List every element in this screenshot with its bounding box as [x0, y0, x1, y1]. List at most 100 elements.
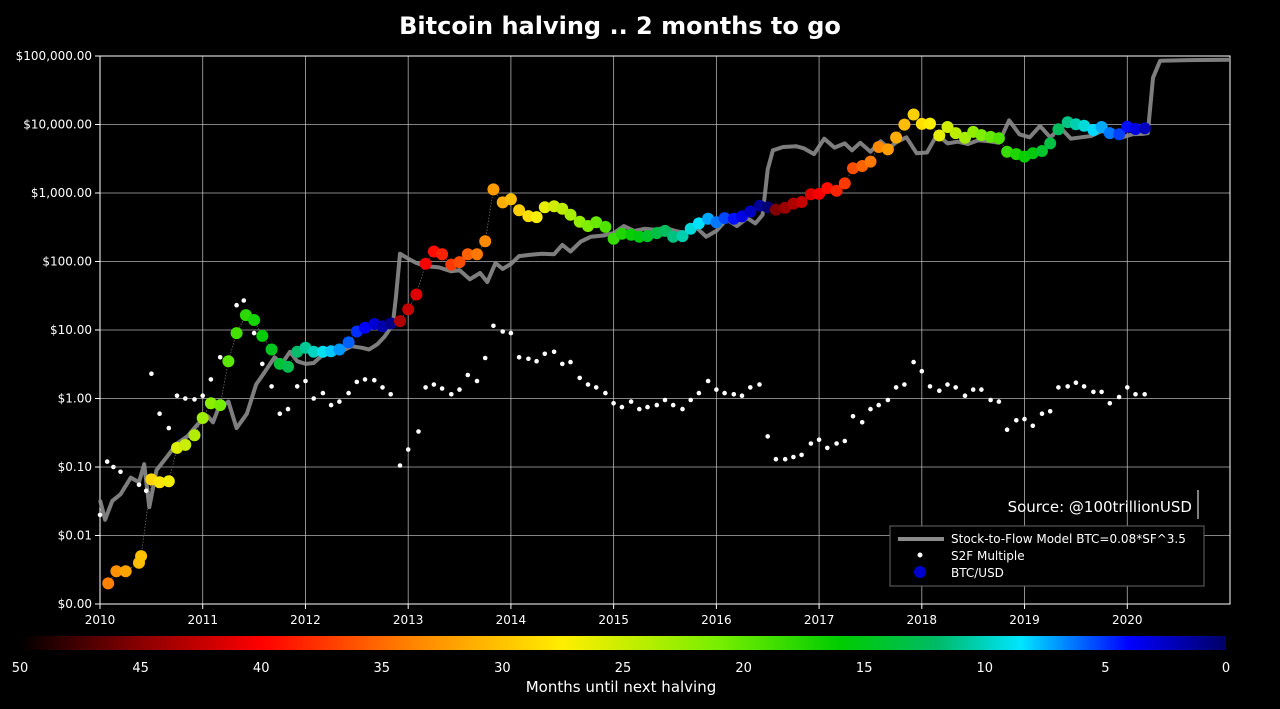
point-btc-usd — [359, 321, 371, 334]
y-tick-label: $10.00 — [50, 323, 92, 337]
point-s2f-multiple — [927, 384, 933, 389]
point-s2f-multiple — [937, 388, 942, 394]
x-tick-label: 2015 — [598, 613, 629, 627]
point-s2f-multiple — [372, 377, 377, 383]
point-s2f-multiple — [593, 385, 599, 390]
point-btc-usd — [847, 162, 859, 175]
point-s2f-multiple — [1073, 380, 1079, 386]
point-btc-usd — [564, 208, 577, 221]
x-tick-label: 2016 — [701, 613, 732, 627]
point-btc-usd — [992, 132, 1005, 145]
point-btc-usd — [538, 201, 551, 214]
y-tick-label: $100,000.00 — [16, 49, 92, 63]
point-btc-usd — [795, 196, 808, 208]
point-btc-usd — [204, 397, 217, 410]
point-btc-usd — [461, 248, 474, 261]
point-s2f-multiple — [825, 445, 830, 451]
point-s2f-multiple — [893, 385, 899, 390]
point-btc-usd — [394, 315, 406, 328]
point-s2f-multiple — [670, 402, 676, 408]
point-s2f-multiple — [200, 393, 205, 399]
point-btc-usd — [214, 399, 227, 412]
point-s2f-multiple — [423, 385, 428, 390]
series — [97, 57, 1231, 590]
point-btc-usd — [1001, 145, 1014, 158]
point-s2f-multiple — [320, 390, 326, 396]
point-btc-usd — [119, 565, 132, 578]
colorbar-tick-label: 5 — [1101, 661, 1109, 676]
point-btc-usd — [384, 317, 397, 330]
point-s2f-multiple — [1039, 411, 1045, 417]
legend-label-btc-usd: BTC/USD — [951, 566, 1004, 580]
point-s2f-multiple — [388, 392, 394, 397]
point-s2f-multiple — [859, 420, 865, 425]
point-btc-usd — [941, 121, 954, 133]
point-s2f-multiple — [277, 411, 283, 417]
x-tick-label: 2018 — [907, 613, 938, 627]
x-axis: 2010 2011 2012 2013 2014 2015 2016 2017 2018 2019… — [85, 604, 1143, 627]
point-btc-usd — [153, 476, 166, 489]
point-s2f-multiple — [1091, 389, 1096, 395]
colorbar-ticks: 50 45 40 35 30 25 20 15 10 5 0 — [12, 661, 1230, 676]
point-s2f-multiple — [1125, 385, 1130, 390]
point-s2f-multiple — [328, 402, 334, 408]
point-btc-usd — [513, 204, 526, 217]
point-s2f-multiple — [136, 482, 142, 488]
point-s2f-multiple — [1030, 423, 1036, 429]
point-s2f-multiple — [439, 386, 445, 391]
point-s2f-multiple — [885, 397, 891, 403]
point-s2f-multiple — [757, 382, 762, 387]
point-s2f-multiple — [166, 425, 172, 431]
point-s2f-multiple — [362, 377, 368, 382]
point-s2f-multiple — [397, 463, 403, 468]
point-btc-usd — [135, 550, 148, 563]
point-btc-usd — [265, 343, 278, 356]
point-btc-usd — [907, 108, 920, 121]
point-s2f-multiple — [688, 397, 693, 403]
legend-label-s2f-multiple: S2F Multiple — [951, 549, 1025, 563]
colorbar-tick-label: 10 — [977, 661, 994, 676]
series-line-btc-usd — [107, 113, 1145, 584]
colorbar-label: Months until next halving — [526, 678, 717, 696]
point-s2f-multiple — [979, 387, 984, 392]
y-tick-label: $1.00 — [58, 392, 92, 406]
point-btc-usd — [179, 438, 192, 451]
y-axis: $0.00 $0.01 $0.10 $1.00 $10.00 $100.00 $1,000.… — [16, 49, 100, 611]
point-btc-usd — [590, 216, 603, 229]
point-s2f-multiple — [251, 330, 257, 336]
point-s2f-multiple — [269, 384, 274, 389]
point-s2f-multiple — [996, 399, 1002, 404]
point-s2f-multiple — [731, 392, 737, 397]
y-tick-label: $0.00 — [58, 597, 92, 611]
point-btc-usd — [718, 212, 731, 225]
point-s2f-multiple — [526, 356, 531, 362]
point-s2f-multiple — [1099, 389, 1104, 395]
point-s2f-multiple — [799, 452, 804, 458]
point-s2f-multiple — [294, 384, 300, 389]
x-tick-label: 2012 — [290, 613, 321, 627]
point-btc-usd — [222, 355, 235, 368]
point-btc-usd — [1095, 121, 1108, 133]
point-s2f-multiple — [111, 464, 116, 470]
point-btc-usd — [890, 131, 903, 144]
point-btc-usd — [676, 230, 689, 243]
point-s2f-multiple — [482, 355, 488, 361]
point-s2f-multiple — [765, 434, 770, 439]
point-s2f-multiple — [911, 359, 916, 365]
point-s2f-multiple — [1022, 416, 1027, 422]
point-s2f-multiple — [619, 404, 625, 410]
point-btc-usd — [230, 327, 243, 340]
point-btc-usd — [821, 182, 834, 195]
colorbar-tick-label: 40 — [253, 661, 270, 676]
point-s2f-multiple — [739, 393, 745, 399]
point-s2f-multiple — [773, 456, 779, 462]
point-btc-usd — [838, 177, 851, 190]
point-btc-usd — [641, 230, 654, 243]
point-s2f-multiple — [217, 355, 223, 360]
point-btc-usd — [556, 202, 569, 215]
point-btc-usd — [933, 129, 946, 142]
point-s2f-multiple — [285, 406, 291, 412]
point-s2f-multiple — [149, 371, 154, 377]
y-tick-label: $10,000.00 — [23, 118, 92, 132]
point-s2f-multiple — [1056, 385, 1061, 390]
